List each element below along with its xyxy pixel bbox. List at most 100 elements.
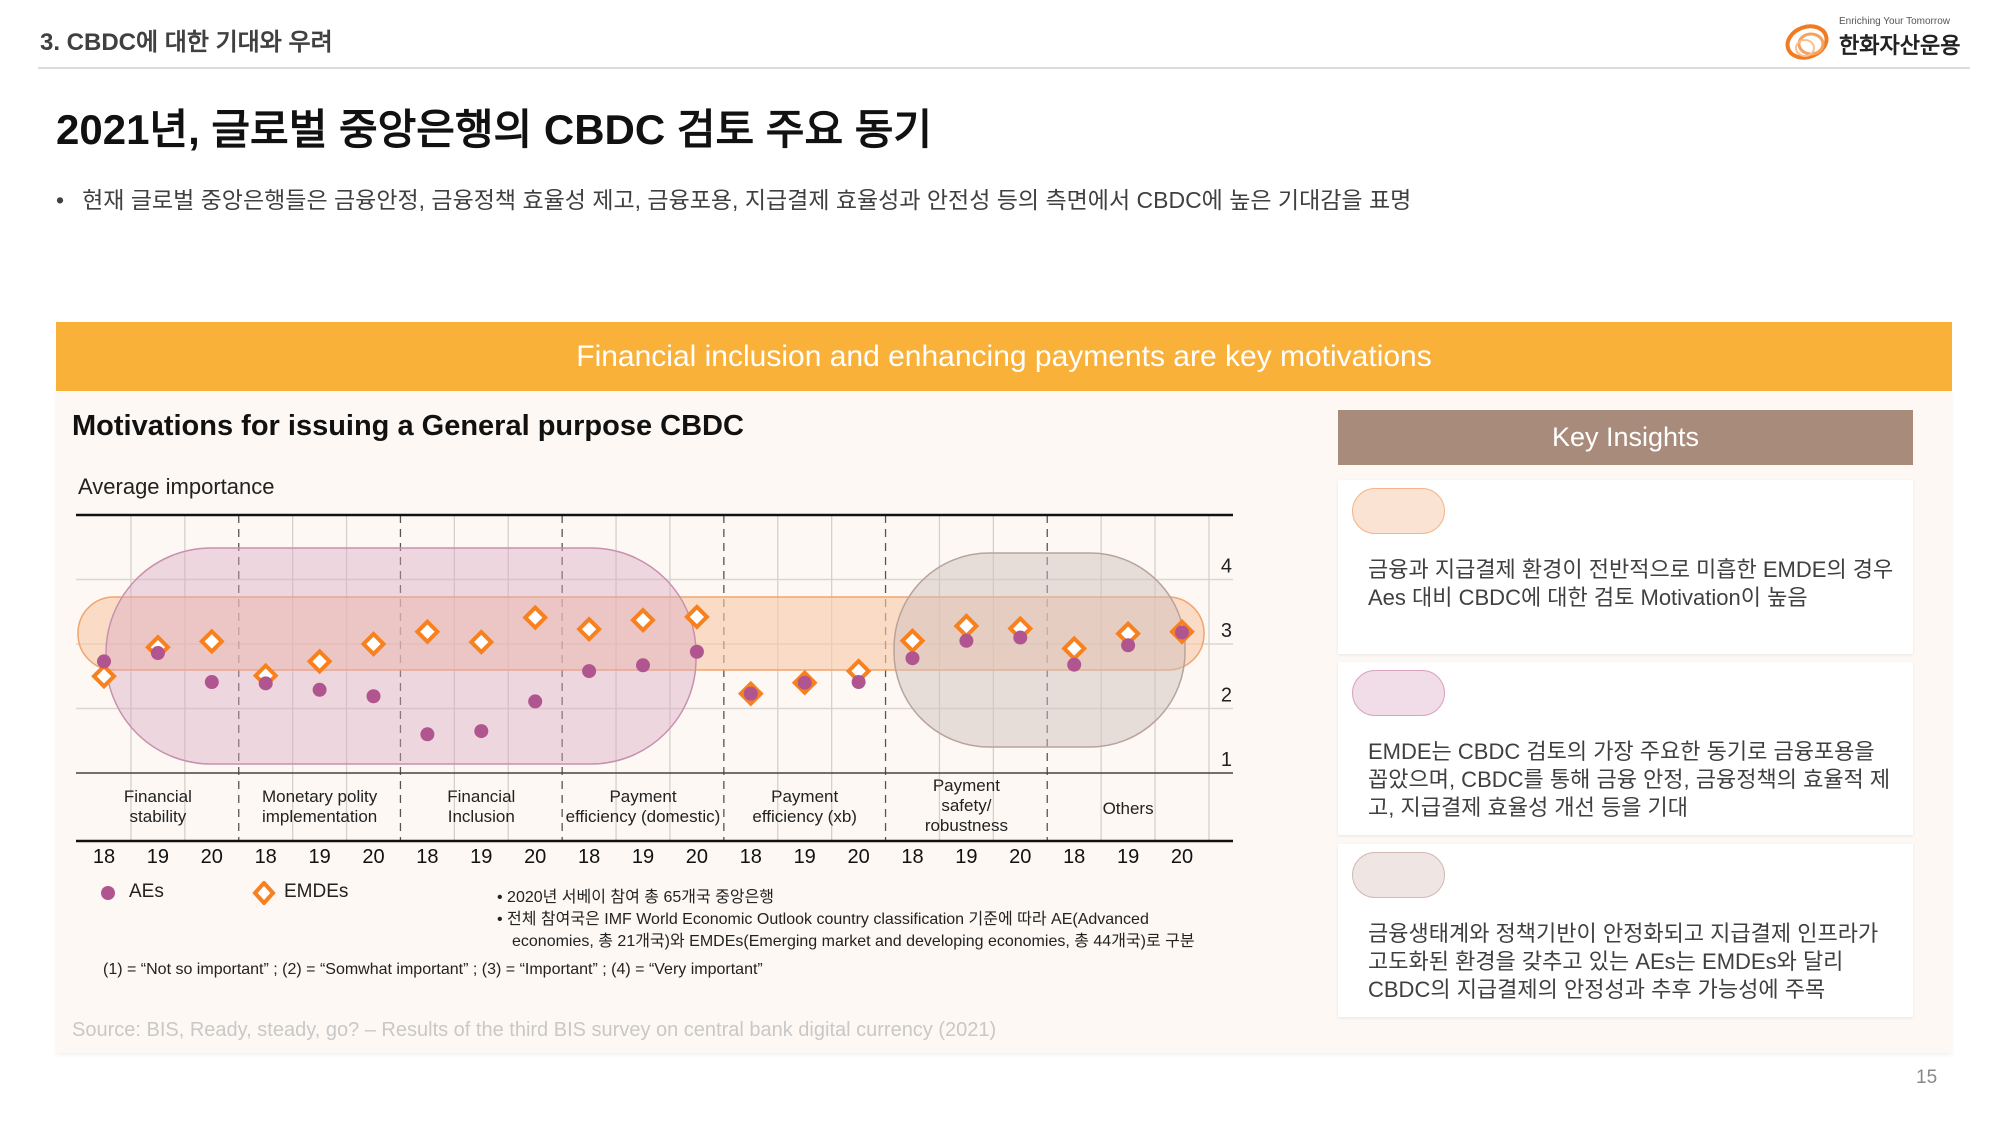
category-label: Payment xyxy=(933,776,1000,795)
logo-tagline: Enriching Your Tomorrow xyxy=(1839,16,1950,27)
x-tick-label: 18 xyxy=(1063,846,1085,868)
category-label: Financial xyxy=(447,787,515,806)
ae-focus xyxy=(893,552,1186,748)
x-tick-label: 20 xyxy=(1009,846,1031,868)
y-tick-label: 4 xyxy=(1221,556,1232,578)
x-tick-label: 18 xyxy=(93,846,115,868)
x-tick-label: 20 xyxy=(201,846,223,868)
emdes-point xyxy=(468,629,495,655)
aes-point xyxy=(204,675,219,690)
category-label: safety/ xyxy=(941,796,991,815)
x-tick-label: 18 xyxy=(740,846,762,868)
aes-point xyxy=(312,682,327,697)
key-message-banner: Financial inclusion and enhancing paymen… xyxy=(56,322,1952,391)
legend-emdes-marker xyxy=(252,881,276,905)
emdes-point xyxy=(630,607,656,633)
company-logo: Enriching Your Tomorrow 한화자산운용 xyxy=(1783,14,1973,64)
note-2-cont: economies, 총 21개국)와 EMDEs(Emerging marke… xyxy=(512,933,1195,950)
legend-aes-marker xyxy=(101,886,115,900)
aes-point xyxy=(97,654,111,669)
aes-point xyxy=(528,694,543,709)
bullet-icon: • xyxy=(56,187,65,213)
aes-point xyxy=(851,675,866,690)
category-label: robustness xyxy=(925,816,1008,835)
page-number: 15 xyxy=(1916,1067,1938,1088)
aes-point xyxy=(1013,630,1028,645)
x-tick-label: 19 xyxy=(632,846,654,868)
category-label: stability xyxy=(130,807,187,826)
x-tick-label: 18 xyxy=(416,846,438,868)
section-heading: 3. CBDC에 대한 기대와 우려 xyxy=(40,29,333,56)
x-tick-label: 18 xyxy=(255,846,277,868)
aes-point xyxy=(1067,657,1082,672)
legend-aes-label: AEs xyxy=(129,881,164,902)
x-tick-label: 19 xyxy=(794,846,816,868)
category-label: Financial xyxy=(124,787,192,806)
insight-card: 금융과 지급결제 환경이 전반적으로 미흡한 EMDE의 경우 Aes 대비 C… xyxy=(1338,480,1913,654)
chart-title: Motivations for issuing a General purpos… xyxy=(72,410,744,442)
emdes-point xyxy=(198,628,225,655)
category-label: Payment xyxy=(771,787,838,806)
aes-point xyxy=(743,686,758,701)
emdes-point xyxy=(91,663,117,690)
y-tick-label: 1 xyxy=(1221,749,1232,771)
x-tick-label: 20 xyxy=(524,846,546,868)
x-tick-label: 19 xyxy=(470,846,492,868)
x-tick-label: 20 xyxy=(362,846,384,868)
insight-text: 금융생태계와 정책기반이 안정화되고 지급결제 인프라가 고도화된 환경을 갖추… xyxy=(1368,921,1879,1002)
y-tick-label: 3 xyxy=(1221,620,1232,642)
ae-focus-swatch xyxy=(1352,852,1445,898)
x-tick-label: 19 xyxy=(147,846,169,868)
header-divider xyxy=(38,67,1970,69)
aes-point xyxy=(797,675,812,690)
aes-point xyxy=(1175,625,1189,640)
x-tick-label: 20 xyxy=(686,846,708,868)
insight-text: 금융과 지급결제 환경이 전반적으로 미흡한 EMDE의 경우 Aes 대비 C… xyxy=(1368,557,1894,610)
emdes-point xyxy=(576,616,602,642)
y-tick-label: 2 xyxy=(1221,685,1232,707)
aes-point xyxy=(636,658,650,673)
emdes-point xyxy=(684,604,710,630)
emdes-point xyxy=(360,631,387,657)
x-tick-label: 19 xyxy=(308,846,330,868)
aes-point xyxy=(474,724,489,739)
aes-point xyxy=(959,633,974,648)
summary-bullet: • 현재 글로벌 중앙은행들은 금융안정, 금융정책 효율성 제고, 금융포용, … xyxy=(56,181,1411,215)
aes-point xyxy=(1121,638,1136,653)
emdes-point xyxy=(899,627,926,654)
aes-point xyxy=(366,689,381,704)
category-label: efficiency (domestic) xyxy=(566,807,721,826)
emde-focus-swatch xyxy=(1352,670,1445,716)
y-axis-label: Average importance xyxy=(78,474,275,499)
emde-band-swatch xyxy=(1352,488,1445,534)
aes-point xyxy=(258,676,273,691)
aes-point xyxy=(582,664,597,679)
key-insights-header: Key Insights xyxy=(1338,410,1913,465)
category-label: Others xyxy=(1103,799,1154,818)
x-tick-label: 20 xyxy=(1171,846,1193,868)
source-note: Source: BIS, Ready, steady, go? – Result… xyxy=(72,1019,997,1041)
category-label: Monetary polity xyxy=(262,787,378,806)
aes-point xyxy=(689,644,704,659)
emdes-point xyxy=(414,618,441,645)
logo-name: 한화자산운용 xyxy=(1839,33,1961,58)
insight-card: 금융생태계와 정책기반이 안정화되고 지급결제 인프라가 고도화된 환경을 갖추… xyxy=(1338,844,1913,1017)
x-tick-label: 18 xyxy=(901,846,923,868)
emdes-point xyxy=(522,604,549,631)
x-tick-label: 20 xyxy=(847,846,869,868)
note-2: • 전체 참여국은 IMF World Economic Outlook cou… xyxy=(497,911,1149,928)
aes-point xyxy=(420,727,435,742)
note-1: • 2020년 서베이 참여 총 65개국 중앙은행 xyxy=(497,889,775,906)
aes-point xyxy=(150,646,165,661)
x-tick-label: 18 xyxy=(578,846,600,868)
category-label: implementation xyxy=(262,807,377,826)
note-text: 전체 참여국은 IMF World Economic Outlook count… xyxy=(507,911,1149,928)
logo-rings-icon xyxy=(1785,24,1829,60)
insight-card: EMDE는 CBDC 검토의 가장 주요한 동기로 금융포용을 꼽았으며, CB… xyxy=(1338,662,1913,835)
category-label: efficiency (xb) xyxy=(752,807,857,826)
emde-focus xyxy=(105,547,697,765)
insight-text: EMDE는 CBDC 검토의 가장 주요한 동기로 금융포용을 꼽았으며, CB… xyxy=(1368,739,1891,820)
legend-emdes-label: EMDEs xyxy=(284,881,349,902)
scale-note: (1) = “Not so important” ; (2) = “Somwha… xyxy=(103,961,763,978)
